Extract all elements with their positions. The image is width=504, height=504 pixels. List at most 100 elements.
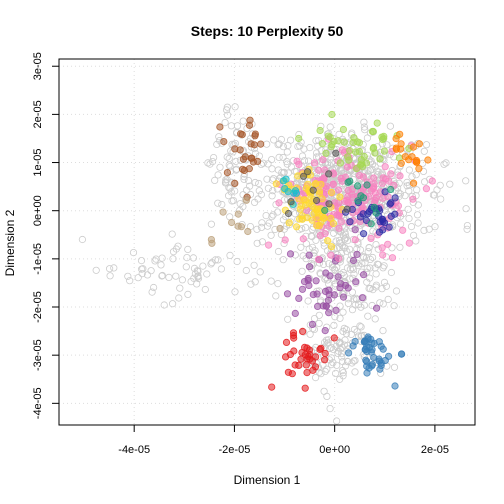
background-point xyxy=(317,369,325,378)
data-point xyxy=(244,227,252,236)
background-point xyxy=(239,117,247,125)
data-point xyxy=(335,254,343,263)
data-point xyxy=(405,156,413,164)
background-point xyxy=(203,270,211,278)
data-point xyxy=(291,361,299,369)
background-point xyxy=(338,343,346,351)
data-point xyxy=(384,240,392,248)
background-point xyxy=(193,267,201,275)
background-point xyxy=(357,323,365,331)
background-point xyxy=(343,247,351,255)
background-point xyxy=(422,141,431,149)
y-tick-label: -2e-05 xyxy=(32,291,44,323)
background-point xyxy=(360,301,368,309)
data-point xyxy=(370,174,378,182)
chart-title: Steps: 10 Perplexity 50 xyxy=(191,23,344,39)
background-point xyxy=(147,267,155,275)
background-point xyxy=(232,157,240,165)
background-point xyxy=(157,261,165,269)
background-point xyxy=(351,368,359,376)
data-point xyxy=(343,163,351,171)
background-point xyxy=(279,153,287,162)
background-point xyxy=(386,122,394,130)
background-point xyxy=(395,189,403,197)
data-point xyxy=(379,194,387,202)
data-point xyxy=(324,296,332,304)
background-point xyxy=(207,220,215,228)
data-point xyxy=(325,200,333,208)
data-point xyxy=(405,239,413,247)
data-point xyxy=(397,159,405,167)
data-point xyxy=(346,177,354,185)
background-point xyxy=(329,229,338,237)
background-point xyxy=(169,300,177,308)
background-point xyxy=(346,265,354,273)
background-point xyxy=(407,223,416,231)
background-point xyxy=(316,296,325,304)
background-point xyxy=(405,187,413,195)
data-point xyxy=(375,228,384,236)
background-point xyxy=(390,363,399,371)
background-point xyxy=(374,260,382,269)
background-point xyxy=(222,176,230,184)
background-point xyxy=(247,280,255,288)
background-point xyxy=(258,219,266,227)
data-point xyxy=(290,347,298,355)
data-point xyxy=(399,226,407,234)
data-point xyxy=(353,250,361,258)
data-point xyxy=(322,149,330,157)
data-point xyxy=(320,356,329,364)
data-point xyxy=(381,163,389,171)
background-point xyxy=(384,295,392,303)
background-point xyxy=(392,287,401,295)
background-point xyxy=(231,288,239,296)
data-point xyxy=(321,206,329,214)
background-point xyxy=(275,153,283,161)
background-point xyxy=(160,301,168,309)
data-point xyxy=(349,256,358,265)
data-point xyxy=(303,168,312,176)
data-point xyxy=(312,196,321,205)
background-point xyxy=(359,253,367,261)
background-point xyxy=(221,179,230,187)
data-point xyxy=(248,154,256,162)
data-point xyxy=(321,349,329,358)
background-point xyxy=(350,325,358,334)
x-tick-label: 2e-05 xyxy=(421,444,449,456)
data-point xyxy=(223,169,231,177)
background-point xyxy=(308,233,316,241)
data-point xyxy=(329,219,337,228)
background-point xyxy=(214,171,222,179)
data-point xyxy=(251,130,259,138)
data-point xyxy=(359,271,368,279)
background-point xyxy=(362,254,370,262)
background-point xyxy=(246,182,254,190)
background-point xyxy=(268,213,276,221)
data-point xyxy=(298,285,307,293)
background-point xyxy=(244,177,253,185)
background-point xyxy=(216,163,224,171)
background-point xyxy=(319,260,328,268)
background-point xyxy=(327,343,336,352)
background-point xyxy=(306,144,314,152)
background-point xyxy=(268,192,276,200)
data-point xyxy=(327,251,335,259)
data-point xyxy=(289,331,298,340)
data-point xyxy=(378,244,386,252)
background-point xyxy=(401,192,409,200)
data-point xyxy=(301,384,309,392)
data-point xyxy=(302,184,310,193)
data-point xyxy=(239,165,247,173)
background-point xyxy=(354,300,363,309)
data-point xyxy=(315,166,323,174)
background-point xyxy=(139,265,147,273)
background-point xyxy=(327,159,336,167)
background-point xyxy=(227,122,235,130)
background-point xyxy=(425,225,433,233)
background-point xyxy=(380,278,389,286)
background-point xyxy=(169,255,177,263)
data-point xyxy=(231,179,239,187)
data-point xyxy=(325,309,333,317)
background-point xyxy=(129,249,138,257)
background-point xyxy=(436,181,444,189)
